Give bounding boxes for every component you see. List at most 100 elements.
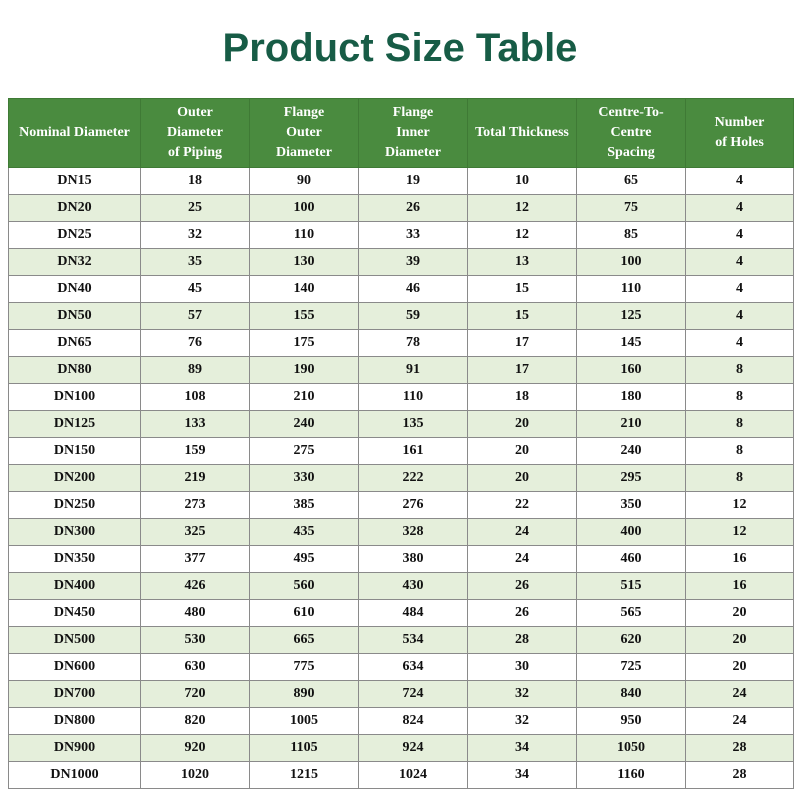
total-thickness-cell: 15: [467, 302, 577, 330]
header-flange-inner-diameter: Flange Inner Diameter: [358, 98, 468, 168]
total-thickness-cell: 20: [467, 437, 577, 465]
flange-inner-diameter-cell: 924: [358, 734, 468, 762]
centre-spacing-cell: 100: [576, 248, 686, 276]
centre-spacing-cell: 110: [576, 275, 686, 303]
header-outer-diameter-of-piping: Outer Diameter of Piping: [140, 98, 250, 168]
outer-diameter-cell: 108: [140, 383, 250, 411]
outer-diameter-cell: 89: [140, 356, 250, 384]
flange-outer-diameter-cell: 190: [249, 356, 359, 384]
outer-diameter-cell: 32: [140, 221, 250, 249]
flange-inner-diameter-cell: 534: [358, 626, 468, 654]
outer-diameter-cell: 820: [140, 707, 250, 735]
nominal-diameter-cell: DN100: [8, 383, 141, 411]
number-of-holes-cell: 16: [685, 572, 794, 600]
flange-outer-diameter-cell: 560: [249, 572, 359, 600]
centre-spacing-cell: 145: [576, 329, 686, 357]
centre-spacing-cell: 125: [576, 302, 686, 330]
flange-outer-diameter-cell: 210: [249, 383, 359, 411]
flange-inner-diameter-cell: 1024: [358, 761, 468, 789]
flange-inner-diameter-cell: 380: [358, 545, 468, 573]
flange-inner-diameter-cell: 328: [358, 518, 468, 546]
nominal-diameter-cell: DN25: [8, 221, 141, 249]
flange-inner-diameter-cell: 78: [358, 329, 468, 357]
flange-outer-diameter-cell: 330: [249, 464, 359, 492]
flange-inner-diameter-cell: 634: [358, 653, 468, 681]
nominal-diameter-cell: DN80: [8, 356, 141, 384]
table-row: DN800 820 1005 824 32 950 24: [8, 707, 794, 735]
outer-diameter-cell: 25: [140, 194, 250, 222]
flange-inner-diameter-cell: 39: [358, 248, 468, 276]
nominal-diameter-cell: DN32: [8, 248, 141, 276]
centre-spacing-cell: 460: [576, 545, 686, 573]
outer-diameter-cell: 480: [140, 599, 250, 627]
number-of-holes-cell: 28: [685, 734, 794, 762]
centre-spacing-cell: 1160: [576, 761, 686, 789]
outer-diameter-cell: 133: [140, 410, 250, 438]
product-size-table: Nominal Diameter Outer Diameter of Piping…: [8, 98, 794, 789]
table-row: DN40 45 140 46 15 110 4: [8, 275, 794, 303]
centre-spacing-cell: 840: [576, 680, 686, 708]
nominal-diameter-cell: DN700: [8, 680, 141, 708]
flange-inner-diameter-cell: 276: [358, 491, 468, 519]
nominal-diameter-cell: DN1000: [8, 761, 141, 789]
table-row: DN250 273 385 276 22 350 12: [8, 491, 794, 519]
number-of-holes-cell: 12: [685, 518, 794, 546]
outer-diameter-cell: 530: [140, 626, 250, 654]
total-thickness-cell: 15: [467, 275, 577, 303]
total-thickness-cell: 12: [467, 194, 577, 222]
total-thickness-cell: 30: [467, 653, 577, 681]
nominal-diameter-cell: DN600: [8, 653, 141, 681]
total-thickness-cell: 32: [467, 680, 577, 708]
table-row: DN32 35 130 39 13 100 4: [8, 248, 794, 276]
flange-outer-diameter-cell: 140: [249, 275, 359, 303]
centre-spacing-cell: 85: [576, 221, 686, 249]
total-thickness-cell: 32: [467, 707, 577, 735]
flange-inner-diameter-cell: 724: [358, 680, 468, 708]
centre-spacing-cell: 180: [576, 383, 686, 411]
flange-inner-diameter-cell: 824: [358, 707, 468, 735]
header-number-of-holes: Number of Holes: [685, 98, 794, 168]
total-thickness-cell: 17: [467, 329, 577, 357]
table-row: DN80 89 190 91 17 160 8: [8, 356, 794, 384]
outer-diameter-cell: 920: [140, 734, 250, 762]
nominal-diameter-cell: DN900: [8, 734, 141, 762]
table-row: DN25 32 110 33 12 85 4: [8, 221, 794, 249]
outer-diameter-cell: 35: [140, 248, 250, 276]
outer-diameter-cell: 18: [140, 167, 250, 195]
flange-outer-diameter-cell: 240: [249, 410, 359, 438]
nominal-diameter-cell: DN125: [8, 410, 141, 438]
nominal-diameter-cell: DN350: [8, 545, 141, 573]
flange-inner-diameter-cell: 161: [358, 437, 468, 465]
flange-outer-diameter-cell: 1215: [249, 761, 359, 789]
table-row: DN400 426 560 430 26 515 16: [8, 572, 794, 600]
number-of-holes-cell: 24: [685, 680, 794, 708]
centre-spacing-cell: 565: [576, 599, 686, 627]
flange-outer-diameter-cell: 890: [249, 680, 359, 708]
nominal-diameter-cell: DN50: [8, 302, 141, 330]
table-row: DN15 18 90 19 10 65 4: [8, 167, 794, 195]
centre-spacing-cell: 240: [576, 437, 686, 465]
outer-diameter-cell: 426: [140, 572, 250, 600]
number-of-holes-cell: 8: [685, 383, 794, 411]
outer-diameter-cell: 219: [140, 464, 250, 492]
table-row: DN150 159 275 161 20 240 8: [8, 437, 794, 465]
flange-inner-diameter-cell: 33: [358, 221, 468, 249]
total-thickness-cell: 17: [467, 356, 577, 384]
outer-diameter-cell: 1020: [140, 761, 250, 789]
outer-diameter-cell: 45: [140, 275, 250, 303]
flange-outer-diameter-cell: 1005: [249, 707, 359, 735]
centre-spacing-cell: 400: [576, 518, 686, 546]
nominal-diameter-cell: DN20: [8, 194, 141, 222]
number-of-holes-cell: 16: [685, 545, 794, 573]
centre-spacing-cell: 350: [576, 491, 686, 519]
number-of-holes-cell: 8: [685, 437, 794, 465]
page-title: Product Size Table: [222, 26, 578, 70]
number-of-holes-cell: 28: [685, 761, 794, 789]
header-flange-outer-diameter: Flange Outer Diameter: [249, 98, 359, 168]
outer-diameter-cell: 159: [140, 437, 250, 465]
number-of-holes-cell: 20: [685, 599, 794, 627]
flange-inner-diameter-cell: 91: [358, 356, 468, 384]
nominal-diameter-cell: DN150: [8, 437, 141, 465]
nominal-diameter-cell: DN200: [8, 464, 141, 492]
nominal-diameter-cell: DN500: [8, 626, 141, 654]
